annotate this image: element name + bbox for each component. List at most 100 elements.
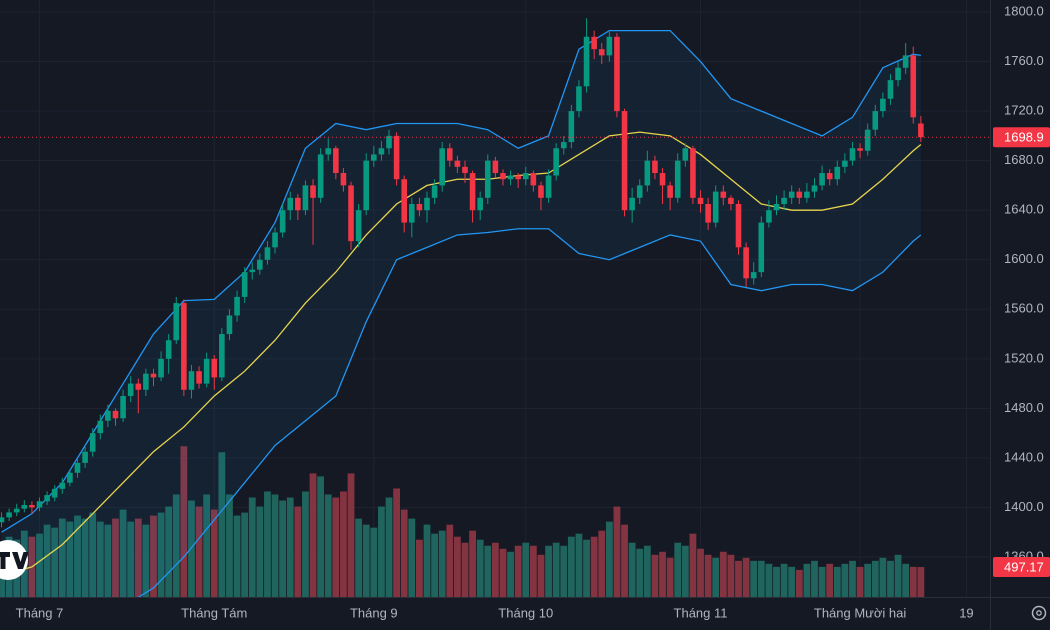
- candle-body: [13, 508, 20, 513]
- volume-bar: [727, 554, 735, 597]
- volume-bar: [529, 545, 537, 597]
- candle-body: [363, 160, 370, 211]
- volume-bar: [408, 518, 416, 597]
- volume-bar: [210, 509, 218, 597]
- volume-bar: [757, 560, 765, 597]
- candle-body: [105, 410, 111, 421]
- candle-body: [203, 358, 210, 384]
- y-tick-label: 1560.0: [1004, 301, 1044, 316]
- y-tick-label: 1680.0: [1004, 152, 1044, 167]
- candle-body: [583, 36, 590, 87]
- candle-body: [598, 49, 605, 56]
- volume-bar: [127, 521, 135, 597]
- candle-body: [895, 67, 901, 81]
- volume-bar: [279, 500, 287, 597]
- volume-bar: [286, 497, 294, 597]
- volume-bar: [742, 557, 750, 597]
- candle-body: [781, 197, 787, 204]
- candle-body: [112, 410, 119, 419]
- volume-bar: [393, 488, 401, 597]
- candle-body: [29, 504, 35, 508]
- x-tick-label: Tháng Tám: [181, 605, 247, 620]
- candle-body: [690, 148, 696, 198]
- x-tick-label: Tháng 10: [498, 605, 553, 620]
- candle-body: [67, 472, 73, 483]
- x-tick-label: Tháng 9: [350, 605, 398, 620]
- y-tick-label: 1440.0: [1004, 449, 1044, 464]
- volume-bar: [324, 494, 332, 597]
- volume-bar: [552, 542, 560, 597]
- volume-bar: [590, 536, 598, 597]
- candle-body: [89, 433, 96, 452]
- volume-bar: [271, 494, 279, 597]
- candle-body: [59, 482, 66, 489]
- candle-body: [120, 395, 126, 419]
- volume-bar: [370, 527, 378, 597]
- settings-button[interactable]: [1031, 605, 1047, 621]
- candle-body: [295, 197, 301, 211]
- volume-bar: [560, 545, 568, 597]
- candle-body: [416, 203, 423, 211]
- volume-bar: [241, 512, 249, 597]
- candle-body: [181, 303, 187, 390]
- candle-body: [393, 135, 400, 180]
- candle-body: [51, 488, 58, 498]
- volume-bar: [400, 509, 408, 597]
- settings-icon-center[interactable]: [1036, 610, 1042, 616]
- candle-body: [819, 173, 825, 186]
- candle-body: [21, 504, 28, 509]
- volume-bar: [150, 515, 157, 597]
- candle-body: [864, 129, 871, 151]
- volume-bar: [514, 545, 522, 597]
- candle-body: [766, 210, 772, 223]
- candle-body: [910, 55, 917, 118]
- volume-bar: [917, 567, 925, 597]
- candle-body: [538, 185, 544, 198]
- candle-body: [82, 451, 88, 463]
- candle-body: [378, 148, 385, 155]
- candle-body: [355, 210, 362, 242]
- candle-body: [743, 247, 749, 279]
- candle-body: [652, 160, 658, 174]
- volume-bar: [750, 560, 758, 597]
- candle-body: [758, 222, 765, 273]
- volume-bar: [681, 545, 689, 597]
- volume-bar: [51, 527, 59, 597]
- volume-bar: [871, 560, 879, 597]
- candle-body: [705, 203, 711, 223]
- volume-bar: [674, 542, 682, 597]
- y-tick-label: 1520.0: [1004, 350, 1044, 365]
- volume-bar: [74, 515, 81, 597]
- candle-body: [872, 111, 879, 130]
- candle-body: [272, 232, 278, 248]
- candle-body: [165, 340, 172, 359]
- volume-bar: [423, 524, 431, 597]
- candle-body: [576, 86, 582, 112]
- candle-body: [796, 191, 803, 198]
- volume-bar: [841, 563, 849, 597]
- volume-bar: [89, 512, 97, 597]
- volume-bar: [704, 554, 712, 597]
- candle-body: [462, 166, 468, 174]
- candle-body: [310, 185, 316, 198]
- volume-bar: [112, 518, 119, 597]
- volume-bar: [165, 506, 173, 597]
- candle-body: [857, 148, 863, 151]
- volume-bar: [499, 548, 507, 597]
- volume-bar: [636, 548, 644, 597]
- volume-bar: [803, 563, 811, 597]
- candle-body: [560, 142, 567, 149]
- candle-body: [773, 203, 780, 211]
- volume-bar: [248, 497, 256, 597]
- y-tick-label: 1720.0: [1004, 103, 1044, 118]
- volume-bar: [659, 551, 666, 597]
- x-tick-label: Tháng 7: [16, 605, 64, 620]
- volume-bar: [765, 563, 773, 597]
- candle-body: [287, 197, 294, 211]
- settings-icon[interactable]: [1031, 605, 1047, 621]
- candle-body: [530, 173, 537, 186]
- candle-body: [720, 191, 727, 198]
- candle-body: [97, 420, 104, 434]
- candle-body: [6, 512, 12, 518]
- volume-bar: [628, 542, 636, 597]
